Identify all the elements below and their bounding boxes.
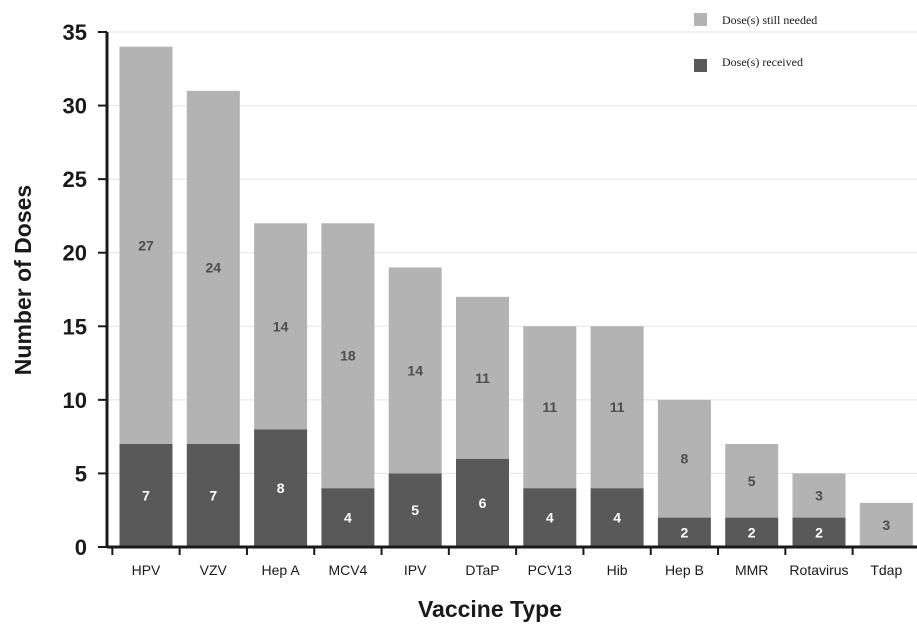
x-tick-label-hep-b: Hep B (665, 562, 704, 578)
legend-label-still-needed: Dose(s) still needed (722, 13, 817, 27)
y-tick-label-5: 5 (75, 461, 87, 486)
y-tick-label-15: 15 (63, 314, 87, 339)
data-label-hpv-dose-s-received: 7 (142, 488, 150, 504)
x-tick-label-dtap: DTaP (465, 562, 499, 578)
y-tick-label-20: 20 (63, 241, 87, 266)
legend-swatch-received (694, 59, 707, 72)
x-tick-label-vzv: VZV (200, 562, 228, 578)
bars (119, 46, 913, 547)
y-tick-label-25: 25 (63, 167, 87, 192)
data-label-hib-dose-s-still-needed: 11 (610, 399, 625, 415)
bar-mcv4-dose-s-still-needed (321, 223, 375, 489)
x-axis-title: Vaccine Type (418, 596, 562, 622)
data-label-rotavirus-dose-s-still-needed: 3 (815, 488, 823, 504)
bar-tdap-dose-s-still-needed (859, 502, 913, 547)
bar-hep-a-dose-s-still-needed (254, 223, 308, 430)
y-tick-label-30: 30 (63, 94, 87, 119)
data-label-vzv-dose-s-received: 7 (209, 488, 217, 504)
x-tick-label-mcv4: MCV4 (328, 562, 367, 578)
bar-hep-b-dose-s-still-needed (657, 399, 711, 518)
bar-hep-a-dose-s-received (254, 429, 308, 547)
axes (105, 32, 917, 549)
data-label-hep-a-dose-s-received: 8 (277, 480, 285, 496)
x-tick-label-tdap: Tdap (870, 562, 902, 578)
bar-rotavirus-dose-s-still-needed (792, 473, 846, 518)
data-label-mcv4-dose-s-still-needed: 18 (340, 348, 356, 364)
data-label-hib-dose-s-received: 4 (613, 510, 621, 526)
bar-rotavirus-dose-s-received (792, 517, 846, 547)
data-label-hep-a-dose-s-still-needed: 14 (273, 318, 289, 334)
bar-hep-b-dose-s-received (657, 517, 711, 547)
gridlines (107, 31, 917, 474)
data-label-mmr-dose-s-still-needed: 5 (748, 473, 756, 489)
bar-vzv-dose-s-received (186, 444, 240, 547)
bar-hib-dose-s-received (590, 488, 644, 547)
x-tick-label-ipv: IPV (404, 562, 427, 578)
bar-mmr-dose-s-still-needed (725, 444, 779, 518)
y-axis-ticks: 0 5 10 15 20 25 30 35 (63, 20, 107, 560)
bar-mcv4-dose-s-received (321, 488, 375, 547)
y-tick-label-0: 0 (75, 535, 87, 560)
data-label-pcv13-dose-s-still-needed: 11 (542, 399, 557, 415)
data-label-ipv-dose-s-received: 5 (411, 502, 419, 518)
bar-dtap-dose-s-still-needed (456, 296, 509, 459)
data-label-hep-b-dose-s-received: 2 (681, 524, 689, 540)
data-label-mcv4-dose-s-received: 4 (344, 510, 352, 526)
x-tick-label-hib: Hib (607, 562, 628, 578)
y-tick-label-10: 10 (63, 388, 87, 413)
legend-label-received: Dose(s) received (722, 55, 803, 69)
x-tick-label-hpv: HPV (132, 562, 161, 578)
data-label-hep-b-dose-s-still-needed: 8 (681, 451, 689, 467)
bar-pcv13-dose-s-still-needed (523, 326, 577, 489)
data-label-tdap-dose-s-still-needed: 3 (882, 517, 890, 533)
data-label-pcv13-dose-s-received: 4 (546, 510, 554, 526)
bar-hib-dose-s-still-needed (590, 326, 644, 489)
data-label-hpv-dose-s-still-needed: 27 (138, 237, 154, 253)
bar-ipv-dose-s-received (388, 473, 442, 547)
bar-pcv13-dose-s-received (523, 488, 577, 547)
segment-labels: 7 27 7 24 8 14 4 18 5 14 6 11 4 11 4 11 2 8 2 5 2 3 3 (138, 237, 890, 540)
bar-mmr-dose-s-received (725, 517, 779, 547)
data-label-dtap-dose-s-received: 6 (479, 495, 487, 511)
data-label-rotavirus-dose-s-received: 2 (815, 524, 823, 540)
legend-swatch-still-needed (694, 13, 707, 26)
data-label-dtap-dose-s-still-needed: 11 (475, 370, 490, 386)
bar-ipv-dose-s-still-needed (388, 267, 442, 474)
x-tick-label-pcv13: PCV13 (528, 562, 573, 578)
bar-hpv-dose-s-still-needed (119, 46, 173, 444)
y-axis-title: Number of Doses (10, 185, 36, 375)
x-tick-label-hep-a: Hep A (262, 562, 301, 578)
x-tick-label-rotavirus: Rotavirus (789, 562, 848, 578)
data-label-vzv-dose-s-still-needed: 24 (206, 259, 222, 275)
bar-vzv-dose-s-still-needed (186, 90, 240, 444)
x-axis-ticks: HPV VZV Hep A MCV4 IPV DTaP PCV13 Hib Hep B MMR Ro… (111, 547, 902, 578)
data-label-mmr-dose-s-received: 2 (748, 524, 756, 540)
x-tick-label-mmr: MMR (735, 562, 768, 578)
bar-hpv-dose-s-received (119, 444, 173, 547)
bar-dtap-dose-s-received (456, 458, 509, 547)
data-label-ipv-dose-s-still-needed: 14 (407, 362, 423, 378)
y-tick-label-35: 35 (63, 20, 87, 45)
legend: Dose(s) still needed Dose(s) received (694, 13, 817, 72)
